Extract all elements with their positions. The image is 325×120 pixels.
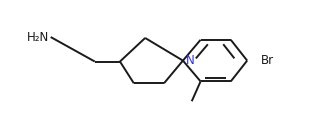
Text: N: N xyxy=(186,54,194,67)
Text: Br: Br xyxy=(261,54,274,67)
Text: H₂N: H₂N xyxy=(27,30,49,44)
